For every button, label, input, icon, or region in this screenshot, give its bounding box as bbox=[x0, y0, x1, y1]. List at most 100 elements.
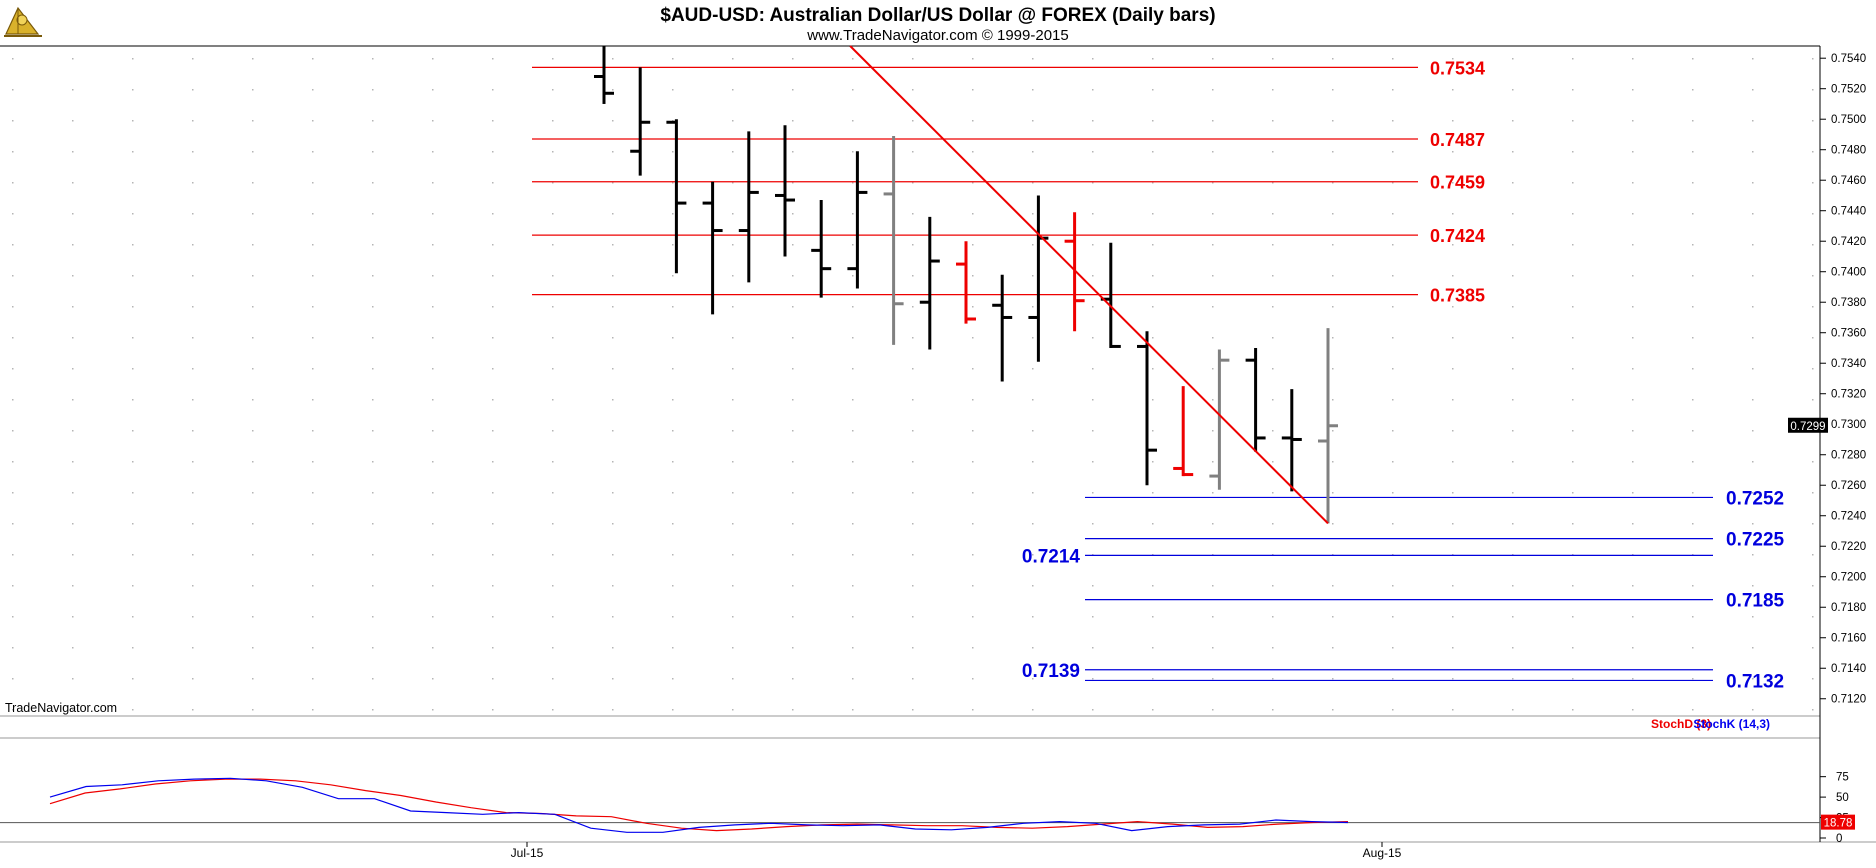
grid-dot bbox=[1632, 337, 1634, 339]
grid-dot bbox=[852, 554, 854, 556]
grid-dot bbox=[312, 244, 314, 246]
grid-dot bbox=[1032, 120, 1034, 122]
grid-dot bbox=[1392, 616, 1394, 618]
grid-dot bbox=[1572, 523, 1574, 525]
grid-dot bbox=[912, 709, 914, 711]
grid-dot bbox=[1692, 120, 1694, 122]
grid-dot bbox=[1812, 554, 1814, 556]
grid-dot bbox=[1572, 492, 1574, 494]
grid-dot bbox=[1332, 430, 1334, 432]
grid-dot bbox=[192, 678, 194, 680]
grid-dot bbox=[312, 523, 314, 525]
grid-dot bbox=[1092, 585, 1094, 587]
grid-dot bbox=[1032, 89, 1034, 91]
grid-dot bbox=[1092, 461, 1094, 463]
grid-dot bbox=[432, 213, 434, 215]
grid-dot bbox=[672, 58, 674, 60]
grid-dot bbox=[1212, 492, 1214, 494]
time-tick-label: Aug-15 bbox=[1363, 846, 1402, 860]
grid-dot bbox=[492, 89, 494, 91]
grid-dot bbox=[732, 337, 734, 339]
grid-dot bbox=[492, 523, 494, 525]
grid-dot bbox=[1212, 678, 1214, 680]
ohlc-bar bbox=[847, 151, 868, 289]
grid-dot bbox=[1392, 678, 1394, 680]
grid-dot bbox=[912, 337, 914, 339]
grid-dot bbox=[1332, 554, 1334, 556]
grid-dot bbox=[192, 616, 194, 618]
grid-dot bbox=[792, 616, 794, 618]
grid-dot bbox=[1032, 492, 1034, 494]
grid-dot bbox=[1212, 430, 1214, 432]
grid-dot bbox=[672, 523, 674, 525]
ohlc-bar bbox=[666, 119, 687, 274]
grid-dot bbox=[1332, 182, 1334, 184]
grid-dot bbox=[972, 368, 974, 370]
grid-dot bbox=[912, 616, 914, 618]
grid-dot bbox=[12, 58, 14, 60]
grid-dot bbox=[552, 523, 554, 525]
grid-dot bbox=[1092, 275, 1094, 277]
grid-dot bbox=[972, 306, 974, 308]
grid-dot bbox=[132, 461, 134, 463]
grid-dot bbox=[732, 492, 734, 494]
grid-dot bbox=[12, 368, 14, 370]
grid-dot bbox=[1812, 709, 1814, 711]
grid-dot bbox=[1452, 275, 1454, 277]
grid-dot bbox=[1392, 244, 1394, 246]
time-tick-label: Jul-15 bbox=[511, 846, 544, 860]
grid-dot bbox=[1392, 120, 1394, 122]
grid-dot bbox=[732, 120, 734, 122]
grid-dot bbox=[12, 461, 14, 463]
grid-dot bbox=[1452, 337, 1454, 339]
grid-dot bbox=[732, 58, 734, 60]
grid-dot bbox=[792, 275, 794, 277]
grid-dot bbox=[492, 678, 494, 680]
grid-dot bbox=[72, 368, 74, 370]
grid-dot bbox=[312, 678, 314, 680]
grid-dot bbox=[1092, 244, 1094, 246]
grid-dot bbox=[1392, 213, 1394, 215]
grid-dot bbox=[132, 554, 134, 556]
grid-dot bbox=[1452, 306, 1454, 308]
stoch-last-value-badge: 18.78 bbox=[1821, 814, 1855, 830]
grid-dot bbox=[1812, 616, 1814, 618]
grid-dot bbox=[552, 337, 554, 339]
grid-dot bbox=[1752, 337, 1754, 339]
grid-dot bbox=[1572, 430, 1574, 432]
price-tick-label: 0.7360 bbox=[1831, 328, 1866, 340]
grid-dot bbox=[1812, 120, 1814, 122]
grid-dot bbox=[252, 244, 254, 246]
grid-dot bbox=[1512, 182, 1514, 184]
grid-dot bbox=[1632, 523, 1634, 525]
grid-dot bbox=[672, 368, 674, 370]
grid-dot bbox=[1152, 492, 1154, 494]
grid-dot bbox=[1032, 585, 1034, 587]
grid-dot bbox=[1512, 368, 1514, 370]
grid-dot bbox=[132, 585, 134, 587]
grid-dot bbox=[1212, 709, 1214, 711]
grid-dot bbox=[1812, 399, 1814, 401]
grid-dot bbox=[972, 58, 974, 60]
grid-dot bbox=[912, 399, 914, 401]
grid-dot bbox=[72, 399, 74, 401]
grid-dot bbox=[1392, 492, 1394, 494]
grid-dot bbox=[192, 151, 194, 153]
grid-dot bbox=[972, 709, 974, 711]
grid-dot bbox=[1332, 337, 1334, 339]
grid-dot bbox=[912, 523, 914, 525]
grid-dot bbox=[1572, 616, 1574, 618]
grid-dot bbox=[552, 461, 554, 463]
grid-dot bbox=[912, 306, 914, 308]
grid-dot bbox=[972, 213, 974, 215]
grid-dot bbox=[1632, 89, 1634, 91]
grid-dot bbox=[1092, 337, 1094, 339]
grid-dot bbox=[432, 120, 434, 122]
grid-dot bbox=[1152, 368, 1154, 370]
grid-dot bbox=[1212, 213, 1214, 215]
grid-dot bbox=[1092, 399, 1094, 401]
stoch-tick-label: 50 bbox=[1836, 792, 1849, 804]
grid-dot bbox=[12, 120, 14, 122]
grid-dot bbox=[1092, 306, 1094, 308]
grid-dot bbox=[1812, 523, 1814, 525]
